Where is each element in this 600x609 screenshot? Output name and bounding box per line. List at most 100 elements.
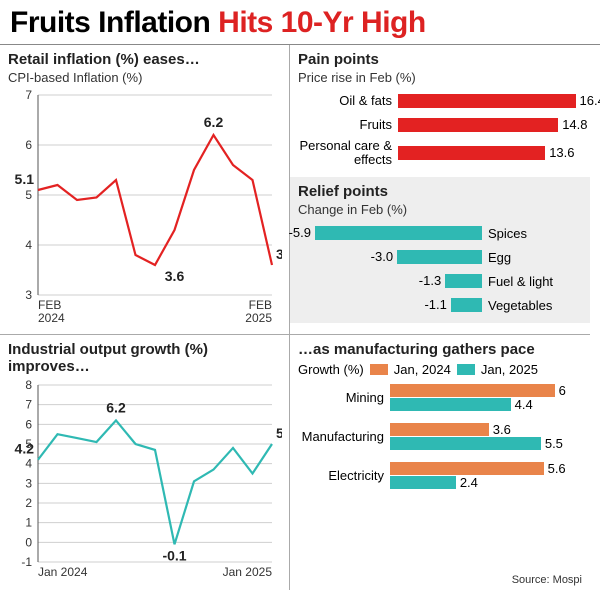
grouped-bar-label: Manufacturing xyxy=(298,429,390,444)
svg-text:3.6: 3.6 xyxy=(165,268,185,284)
grouped-bar-pair: 6 4.4 xyxy=(390,383,582,412)
legend-series-2024: Jan, 2024 xyxy=(394,362,451,377)
panel4-legend: Growth (%) Jan, 2024 Jan, 2025 xyxy=(298,362,582,377)
relief-bar-fill xyxy=(315,226,482,240)
pain-bar-track: 14.8 xyxy=(398,118,582,132)
retail-inflation-chart: 34567FEB2024FEB20255.13.66.23.6 xyxy=(8,85,282,333)
pain-bar-fill xyxy=(398,94,576,108)
legend-series-2025: Jan, 2025 xyxy=(481,362,538,377)
pain-bar-value: 13.6 xyxy=(549,145,574,160)
svg-text:-0.1: -0.1 xyxy=(162,547,186,563)
svg-text:3: 3 xyxy=(25,288,32,302)
grouped-bar-row: Manufacturing 3.6 5.5 xyxy=(298,422,582,451)
pain-bar-row: Fruits 14.8 xyxy=(298,113,582,137)
grouped-bar-label: Electricity xyxy=(298,468,390,483)
bar-2024: 5.6 xyxy=(390,462,582,475)
pain-bar-row: Oil & fats 16.4 xyxy=(298,89,582,113)
svg-text:5.1: 5.1 xyxy=(15,171,35,187)
pain-sub: Price rise in Feb (%) xyxy=(298,70,582,85)
legend-swatch-2025 xyxy=(457,364,475,375)
pain-points-block: Pain points Price rise in Feb (%) Oil & … xyxy=(298,51,582,169)
industrial-output-chart: -1012345678Jan 2024Jan 20254.26.2-0.15 xyxy=(8,375,282,600)
svg-text:3.6: 3.6 xyxy=(276,246,282,262)
pain-title: Pain points xyxy=(298,51,582,68)
relief-bar-label: Egg xyxy=(482,250,582,265)
legend-swatch-2024 xyxy=(370,364,388,375)
relief-bar-value: -3.0 xyxy=(371,249,393,264)
panel-industrial-output: Industrial output growth (%) improves… -… xyxy=(0,335,290,590)
legend-label: Growth (%) xyxy=(298,362,364,377)
pain-bar-label: Personal care &effects xyxy=(298,139,398,168)
relief-bar-label: Spices xyxy=(482,226,582,241)
relief-bar-value: -1.3 xyxy=(419,273,441,288)
relief-bar-label: Vegetables xyxy=(482,298,582,313)
svg-text:4.2: 4.2 xyxy=(15,441,35,457)
grouped-bars: Mining 6 4.4 Manufacturing 3.6 5.5 Elect… xyxy=(298,383,582,490)
svg-text:Jan 2024: Jan 2024 xyxy=(38,565,88,579)
grouped-bar-row: Mining 6 4.4 xyxy=(298,383,582,412)
svg-text:-1: -1 xyxy=(21,555,32,569)
headline: Fruits Inflation Hits 10-Yr High xyxy=(0,0,600,45)
relief-bar-track: -1.3 xyxy=(298,274,482,288)
relief-sub: Change in Feb (%) xyxy=(298,202,582,217)
relief-bar-row: -3.0 Egg xyxy=(298,245,582,269)
svg-text:2025: 2025 xyxy=(245,311,272,325)
svg-text:6: 6 xyxy=(25,138,32,152)
headline-red: Hits 10-Yr High xyxy=(218,6,426,39)
bar-2025: 5.5 xyxy=(390,437,582,450)
pain-bar-label: Oil & fats xyxy=(298,94,398,108)
pain-bar-row: Personal care &effects 13.6 xyxy=(298,137,582,169)
panel1-sub: CPI-based Inflation (%) xyxy=(8,70,281,85)
relief-points-block: Relief points Change in Feb (%) -5.9 Spi… xyxy=(290,177,590,323)
relief-bar-row: -1.3 Fuel & light xyxy=(298,269,582,293)
svg-text:6.2: 6.2 xyxy=(204,114,224,130)
relief-title: Relief points xyxy=(298,183,582,200)
relief-bar-fill xyxy=(397,250,482,264)
relief-bar-label: Fuel & light xyxy=(482,274,582,289)
panel-manufacturing: …as manufacturing gathers pace Growth (%… xyxy=(290,335,590,590)
relief-bar-row: -1.1 Vegetables xyxy=(298,293,582,317)
svg-text:6.2: 6.2 xyxy=(106,399,126,415)
relief-bar-track: -5.9 xyxy=(298,226,482,240)
panel-pain-relief: Pain points Price rise in Feb (%) Oil & … xyxy=(290,45,590,335)
source-label: Source: Mospi xyxy=(512,574,582,586)
pain-bar-value: 14.8 xyxy=(562,117,587,132)
svg-text:3: 3 xyxy=(25,476,32,490)
svg-text:1: 1 xyxy=(25,516,32,530)
pain-bar-track: 13.6 xyxy=(398,146,582,160)
svg-text:FEB: FEB xyxy=(249,298,272,312)
relief-bar-fill xyxy=(451,298,482,312)
svg-text:5: 5 xyxy=(276,425,282,441)
bar-2025: 4.4 xyxy=(390,398,582,411)
pain-bar-fill xyxy=(398,146,545,160)
svg-text:5: 5 xyxy=(25,188,32,202)
panel-retail-inflation: Retail inflation (%) eases… CPI-based In… xyxy=(0,45,290,335)
relief-bar-value: -1.1 xyxy=(424,297,446,312)
pain-bar-value: 16.4 xyxy=(580,93,600,108)
relief-bar-track: -3.0 xyxy=(298,250,482,264)
relief-bars: -5.9 Spices -3.0 Egg -1.3 Fuel & light -… xyxy=(298,221,582,317)
svg-text:2024: 2024 xyxy=(38,311,65,325)
chart-grid: Retail inflation (%) eases… CPI-based In… xyxy=(0,45,600,590)
svg-text:Jan 2025: Jan 2025 xyxy=(223,565,273,579)
svg-text:FEB: FEB xyxy=(38,298,61,312)
svg-text:4: 4 xyxy=(25,238,32,252)
grouped-bar-pair: 5.6 2.4 xyxy=(390,461,582,490)
pain-bars: Oil & fats 16.4 Fruits 14.8 Personal car… xyxy=(298,89,582,169)
grouped-bar-row: Electricity 5.6 2.4 xyxy=(298,461,582,490)
grouped-bar-label: Mining xyxy=(298,390,390,405)
svg-text:6: 6 xyxy=(25,417,32,431)
svg-text:8: 8 xyxy=(25,378,32,392)
panel1-title: Retail inflation (%) eases… xyxy=(8,51,281,68)
relief-bar-row: -5.9 Spices xyxy=(298,221,582,245)
pain-bar-fill xyxy=(398,118,558,132)
headline-black: Fruits Inflation xyxy=(10,6,218,39)
svg-text:7: 7 xyxy=(25,398,32,412)
pain-bar-label: Fruits xyxy=(298,118,398,132)
bar-2024: 6 xyxy=(390,384,582,397)
svg-text:2: 2 xyxy=(25,496,32,510)
pain-bar-track: 16.4 xyxy=(398,94,582,108)
panel4-title: …as manufacturing gathers pace xyxy=(298,341,582,358)
relief-bar-fill xyxy=(445,274,482,288)
svg-text:7: 7 xyxy=(25,88,32,102)
